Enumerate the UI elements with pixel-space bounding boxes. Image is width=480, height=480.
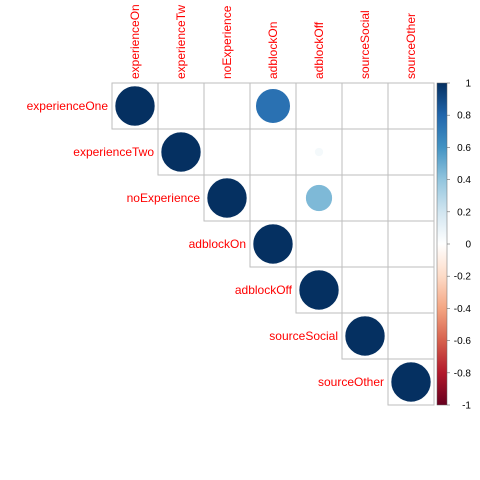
column-label: adblockOn xyxy=(266,22,280,79)
colorbar-tick-label: 0.8 xyxy=(457,111,471,122)
row-label: experienceOne xyxy=(27,99,109,113)
grid-cell xyxy=(158,83,204,129)
correlation-circle xyxy=(345,316,385,356)
column-labels: experienceOn experienceTw noExperience adbl… xyxy=(128,4,418,79)
grid-cell xyxy=(342,129,388,175)
row-label: adblockOff xyxy=(235,283,293,297)
grid-cell xyxy=(388,175,434,221)
colorbar-tick-label: 0.4 xyxy=(457,175,471,186)
correlation-circle xyxy=(115,86,155,126)
correlation-circle xyxy=(161,132,201,172)
correlation-circle xyxy=(391,362,431,402)
colorbar-tick-label: 0 xyxy=(465,240,471,251)
colorbar-tick-label: -0.6 xyxy=(454,336,472,347)
colorbar-legend xyxy=(437,83,447,405)
correlation-circle xyxy=(253,224,293,264)
grid-cell xyxy=(250,175,296,221)
correlation-circle xyxy=(256,89,291,124)
grid-cell xyxy=(388,221,434,267)
column-label: experienceOn xyxy=(128,4,142,79)
colorbar-tick-label: -0.4 xyxy=(454,304,472,315)
column-label: sourceOther xyxy=(404,13,418,79)
column-label: experienceTw xyxy=(174,5,188,79)
grid-cell xyxy=(388,313,434,359)
row-label: experienceTwo xyxy=(73,145,154,159)
correlation-circle xyxy=(207,178,247,218)
row-label: adblockOn xyxy=(189,237,246,251)
column-label: sourceSocial xyxy=(358,10,372,79)
grid-cell xyxy=(250,129,296,175)
row-label: sourceSocial xyxy=(269,329,338,343)
grid-cell xyxy=(204,83,250,129)
grid-cell xyxy=(388,129,434,175)
correlation-circle xyxy=(315,148,324,157)
colorbar-tick-label: 1 xyxy=(465,79,471,90)
grid-cell xyxy=(342,83,388,129)
correlation-circle xyxy=(306,185,333,212)
grid-cell xyxy=(296,221,342,267)
colorbar-tick-label: 0.2 xyxy=(457,207,471,218)
colorbar-tick-label: -0.2 xyxy=(454,272,472,283)
grid-cell xyxy=(204,129,250,175)
column-label: noExperience xyxy=(220,5,234,79)
grid-cell xyxy=(388,267,434,313)
row-label: sourceOther xyxy=(318,375,384,389)
row-label: noExperience xyxy=(127,191,201,205)
colorbar-ticks: 1 0.8 0.6 0.4 0.2 0 -0.2 -0.4 -0.6 -0.8 -1 xyxy=(447,79,471,412)
grid-cell xyxy=(342,175,388,221)
colorbar-tick-label: 0.6 xyxy=(457,143,471,154)
grid-cell xyxy=(388,83,434,129)
colorbar-gradient xyxy=(437,83,447,405)
colorbar-tick-label: -0.8 xyxy=(454,368,472,379)
grid-cell xyxy=(342,267,388,313)
grid-cell xyxy=(342,221,388,267)
grid-cell xyxy=(296,83,342,129)
colorbar-tick-label: -1 xyxy=(462,401,471,412)
column-label: adblockOff xyxy=(312,21,326,79)
correlation-circle xyxy=(299,270,339,310)
